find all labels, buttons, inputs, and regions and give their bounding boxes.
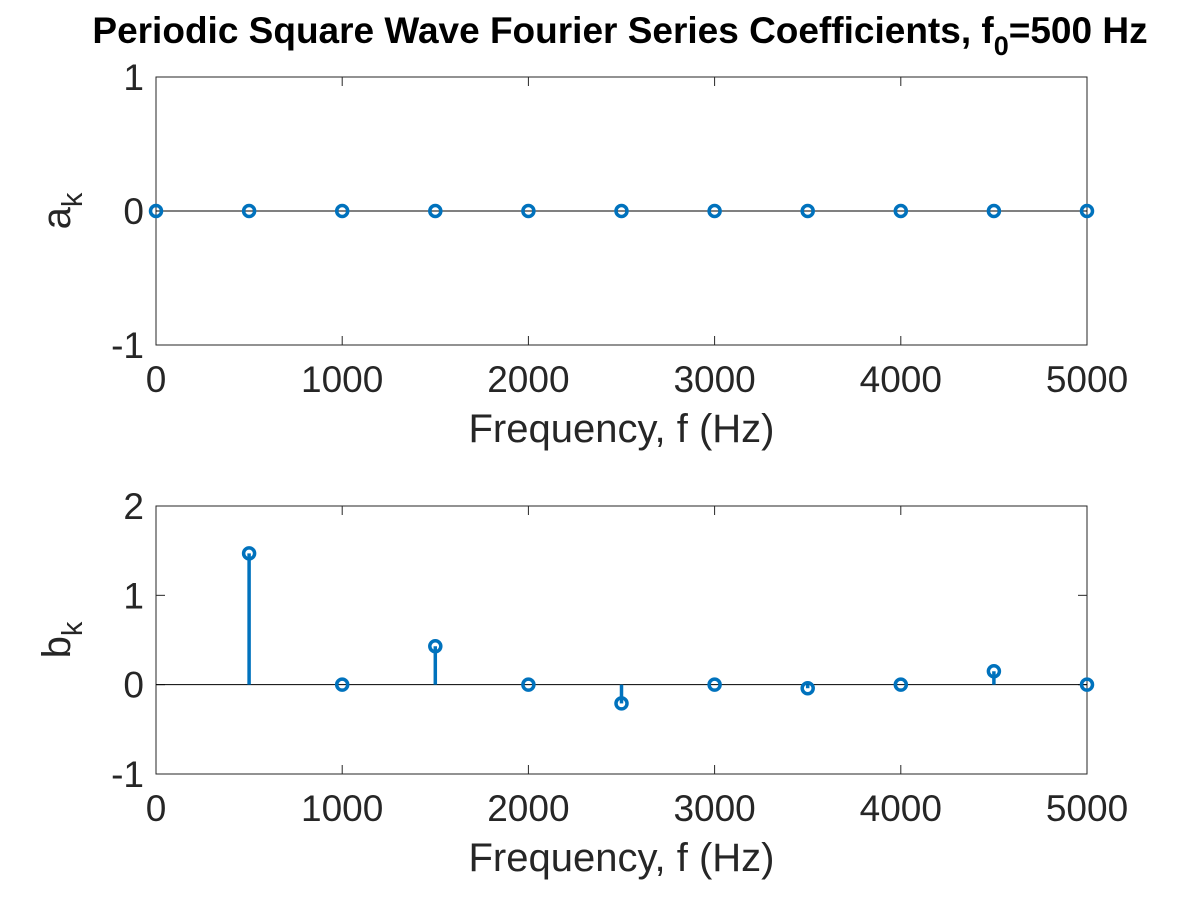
x-tick-label: 4000 — [860, 359, 942, 400]
y-tick-label: 2 — [123, 486, 144, 527]
y-axis-label-main: b — [35, 636, 79, 658]
stem-marker — [800, 203, 815, 219]
x-tick-label: 1000 — [301, 359, 383, 400]
stem-marker — [614, 203, 629, 219]
stem-marker — [614, 696, 629, 711]
stem-marker — [334, 203, 350, 219]
x-tick-label: 5000 — [1046, 788, 1128, 829]
stem-marker — [334, 677, 350, 692]
axes-box — [155, 505, 1088, 775]
x-tick-label: 0 — [146, 359, 167, 400]
stem-marker — [707, 203, 722, 219]
chart-title: Periodic Square Wave Fourier Series Coef… — [92, 10, 1147, 61]
chart-title-main: Periodic Square Wave Fourier Series Coef… — [92, 10, 994, 51]
stem-marker — [1079, 203, 1095, 219]
x-tick-label: 0 — [146, 788, 167, 829]
y-axis-label: bk — [35, 621, 89, 658]
y-axis-label: ak — [35, 192, 89, 229]
stem-marker — [521, 203, 536, 219]
stem-marker — [986, 664, 1002, 679]
stem-marker — [241, 203, 257, 219]
y-axis-label-main: a — [35, 206, 79, 229]
y-axis-label-subscript: k — [57, 192, 89, 207]
y-tick-label: 1 — [123, 57, 144, 98]
stem-marker — [707, 677, 722, 692]
stem-marker — [241, 546, 257, 561]
stem-marker — [986, 203, 1002, 219]
stem-marker — [428, 203, 443, 219]
x-tick-label: 5000 — [1046, 359, 1128, 400]
x-tick-label: 1000 — [301, 788, 383, 829]
stem-marker — [148, 203, 164, 219]
stem-marker — [428, 639, 443, 654]
y-tick-label: 0 — [123, 665, 144, 706]
stem-marker — [521, 677, 536, 692]
x-axis-label: Frequency, f (Hz) — [469, 407, 775, 451]
x-tick-label: 3000 — [673, 359, 755, 400]
y-tick-label: 1 — [123, 575, 144, 616]
y-axis-label-subscript: k — [57, 621, 89, 636]
x-tick-label: 3000 — [673, 788, 755, 829]
chart-title-subscript: 0 — [994, 31, 1009, 61]
stem-marker — [800, 680, 815, 696]
stem-marker — [1079, 677, 1095, 692]
y-tick-label: -1 — [111, 325, 144, 366]
x-tick-label: 4000 — [860, 788, 942, 829]
y-tick-label: 0 — [123, 191, 144, 232]
y-tick-label: -1 — [111, 754, 144, 795]
x-axis-label: Frequency, f (Hz) — [469, 836, 775, 880]
stem-marker — [893, 677, 909, 692]
x-tick-label: 2000 — [487, 359, 569, 400]
x-tick-label: 2000 — [487, 788, 569, 829]
chart-title-suffix: =500 Hz — [1009, 10, 1148, 51]
stem-marker — [893, 203, 909, 219]
